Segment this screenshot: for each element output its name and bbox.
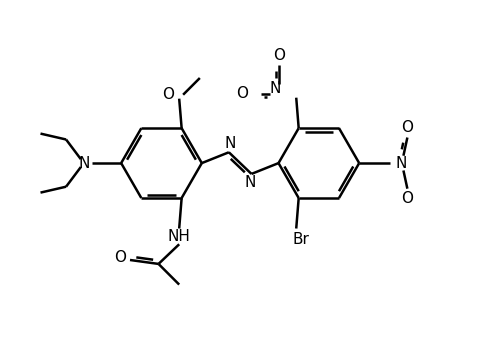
Text: Br: Br (292, 232, 310, 247)
Text: O: O (402, 120, 413, 135)
Text: O: O (273, 48, 285, 63)
Text: O: O (162, 87, 174, 102)
Text: N: N (396, 155, 406, 171)
Text: O: O (114, 250, 126, 265)
Text: N: N (224, 137, 235, 151)
Text: N: N (245, 175, 256, 190)
Text: O: O (402, 191, 413, 206)
Text: N: N (78, 155, 90, 171)
Text: N: N (270, 81, 281, 96)
Text: NH: NH (168, 230, 190, 244)
Text: O: O (236, 86, 248, 101)
